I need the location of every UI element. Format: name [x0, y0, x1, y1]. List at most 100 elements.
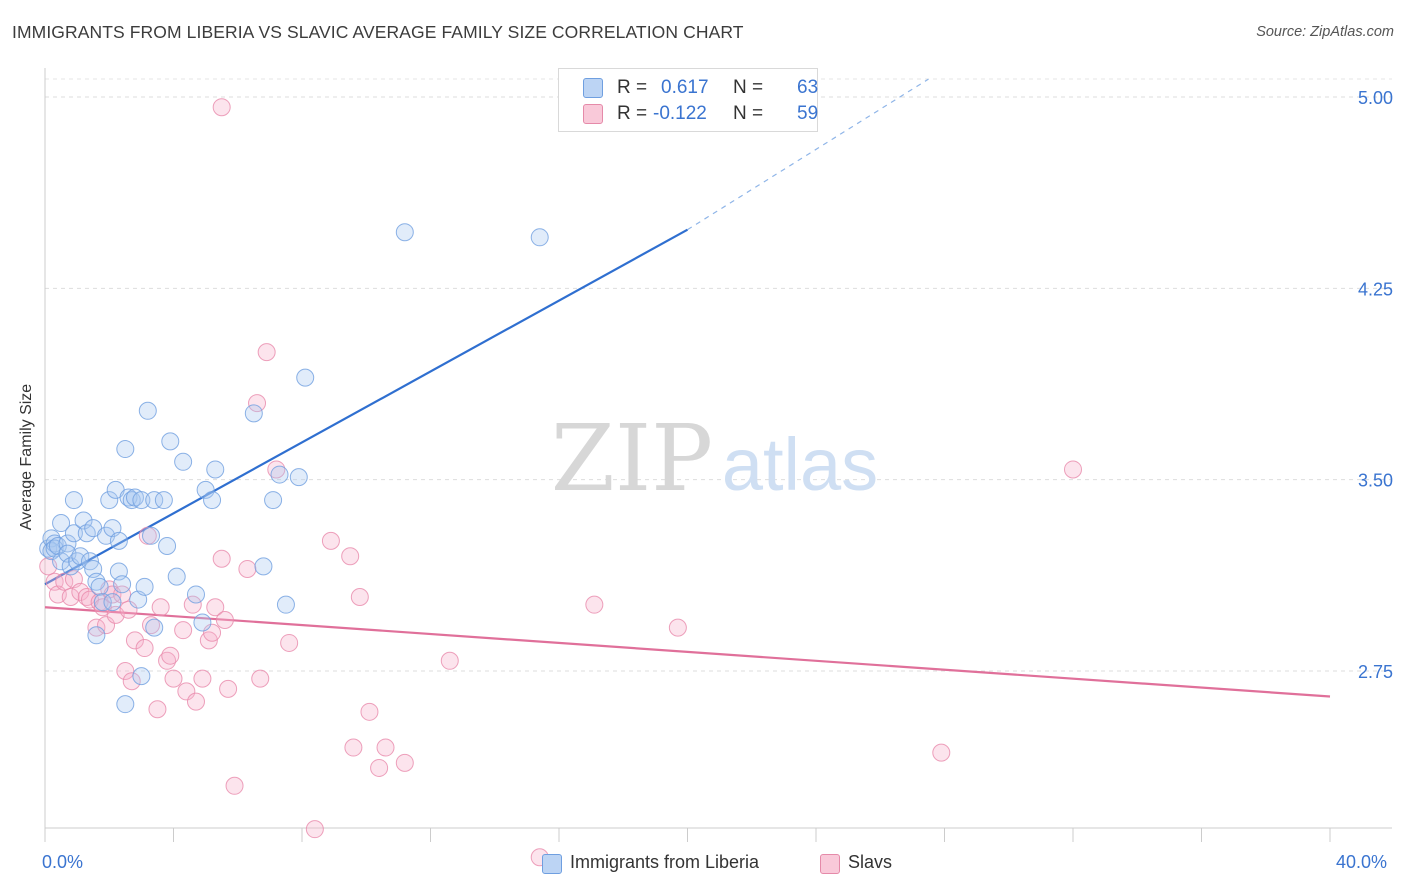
- slavs-point: [215, 610, 234, 629]
- slavs-point: [61, 588, 80, 607]
- correlation-legend: R = 0.617 N = 63 R = -0.122 N = 59: [558, 68, 818, 132]
- liberia-point: [254, 557, 273, 576]
- data-points: [39, 98, 1082, 867]
- liberia-point: [174, 452, 193, 471]
- liberia-point: [161, 432, 180, 451]
- slavs-point: [125, 631, 144, 650]
- liberia-point: [276, 595, 295, 614]
- bottom-legend-swatch-liberia: [542, 854, 562, 874]
- liberia-point: [45, 534, 64, 553]
- source-credit: Source: ZipAtlas.com: [1256, 24, 1394, 40]
- slavs-point: [135, 639, 154, 658]
- slavs-point: [212, 98, 231, 117]
- y-tick-label: 5.00: [1358, 88, 1393, 108]
- slavs-point: [122, 672, 141, 691]
- liberia-point: [145, 618, 164, 637]
- slavs-point: [248, 394, 267, 413]
- legend-n-label: N =: [733, 77, 764, 98]
- slavs-point: [174, 621, 193, 640]
- chart-title: IMMIGRANTS FROM LIBERIA VS SLAVIC AVERAG…: [12, 22, 744, 42]
- slavs-point: [350, 588, 369, 607]
- slavs-point: [280, 633, 299, 652]
- legend-r-value: 0.617: [661, 77, 709, 98]
- liberia-point: [296, 368, 315, 387]
- liberia-point: [64, 491, 83, 510]
- trend-lines: [44, 78, 1331, 698]
- slavs-point: [321, 531, 340, 550]
- slavs-point: [183, 595, 202, 614]
- slavs-point: [225, 776, 244, 795]
- y-tick-label: 2.75: [1358, 662, 1393, 682]
- slavs-point: [251, 669, 270, 688]
- liberia-point: [158, 536, 177, 555]
- liberia-point: [145, 491, 164, 510]
- slavs-point: [116, 662, 135, 680]
- slavs-point: [206, 598, 225, 617]
- liberia-point: [132, 491, 151, 510]
- slavs-point: [151, 598, 170, 617]
- liberia-point: [132, 667, 151, 686]
- y-tick-labels: 2.75 3.50 4.25 5.00: [1358, 88, 1393, 682]
- liberia-point: [100, 491, 119, 510]
- slavs-point: [267, 460, 286, 479]
- liberia-point: [203, 491, 222, 510]
- slavs-point: [193, 669, 212, 688]
- legend-r-value: -0.122: [653, 103, 707, 124]
- slavs-point: [212, 549, 231, 568]
- slavs-point: [585, 595, 604, 614]
- liberia-point: [395, 223, 414, 242]
- slavs-point: [219, 679, 238, 698]
- slavs-point: [360, 702, 379, 721]
- slavs-trend-line: [44, 606, 1331, 698]
- liberia-point: [135, 577, 154, 596]
- legend-r-label: R =: [617, 77, 648, 98]
- liberia-point: [530, 228, 549, 247]
- watermark: ZIP atlas: [551, 405, 878, 512]
- slavs-point: [668, 618, 687, 637]
- x-tick-label-max: 40.0%: [1336, 852, 1388, 872]
- slavs-point: [341, 547, 360, 566]
- slavs-point: [161, 646, 180, 665]
- liberia-point: [154, 491, 173, 510]
- y-tick-label: 4.25: [1358, 279, 1393, 299]
- liberia-point: [196, 480, 215, 499]
- gridlines: [45, 78, 1392, 672]
- legend-n-value: 63: [797, 77, 819, 98]
- slavs-point: [305, 820, 324, 839]
- liberia-point: [42, 529, 61, 548]
- liberia-point: [68, 552, 87, 571]
- liberia-point: [87, 626, 106, 645]
- slavs-point: [440, 651, 459, 670]
- slavs-point: [1064, 460, 1082, 479]
- liberia-trend-line: [44, 228, 689, 586]
- x-tick-label-min: 0.0%: [42, 852, 84, 872]
- liberia-point: [109, 531, 128, 550]
- bottom-legend-swatch-slavs: [820, 854, 840, 874]
- liberia-point: [186, 585, 205, 604]
- liberia-point: [113, 575, 132, 594]
- liberia-trend-extension: [687, 78, 929, 231]
- slavs-point: [370, 758, 389, 777]
- liberia-point: [71, 547, 90, 566]
- liberia-point: [270, 465, 289, 484]
- liberia-point: [167, 567, 186, 586]
- bottom-legend-label-liberia: Immigrants from Liberia: [570, 852, 760, 872]
- slavs-point: [376, 738, 395, 757]
- legend-swatch-liberia: [583, 78, 603, 98]
- liberia-point: [264, 491, 283, 510]
- liberia-point: [103, 593, 122, 612]
- liberia-point: [93, 593, 112, 612]
- liberia-point: [193, 613, 212, 632]
- slavs-point: [238, 559, 257, 578]
- liberia-point: [116, 695, 135, 714]
- liberia-point: [289, 468, 308, 487]
- liberia-point: [244, 404, 263, 423]
- legend-n-value: 59: [797, 103, 819, 124]
- slavs-point: [186, 692, 205, 711]
- liberia-point: [90, 577, 109, 596]
- liberia-point: [64, 524, 83, 543]
- liberia-point: [52, 514, 71, 533]
- liberia-point: [116, 440, 135, 459]
- bottom-legend-label-slavs: Slavs: [848, 852, 893, 872]
